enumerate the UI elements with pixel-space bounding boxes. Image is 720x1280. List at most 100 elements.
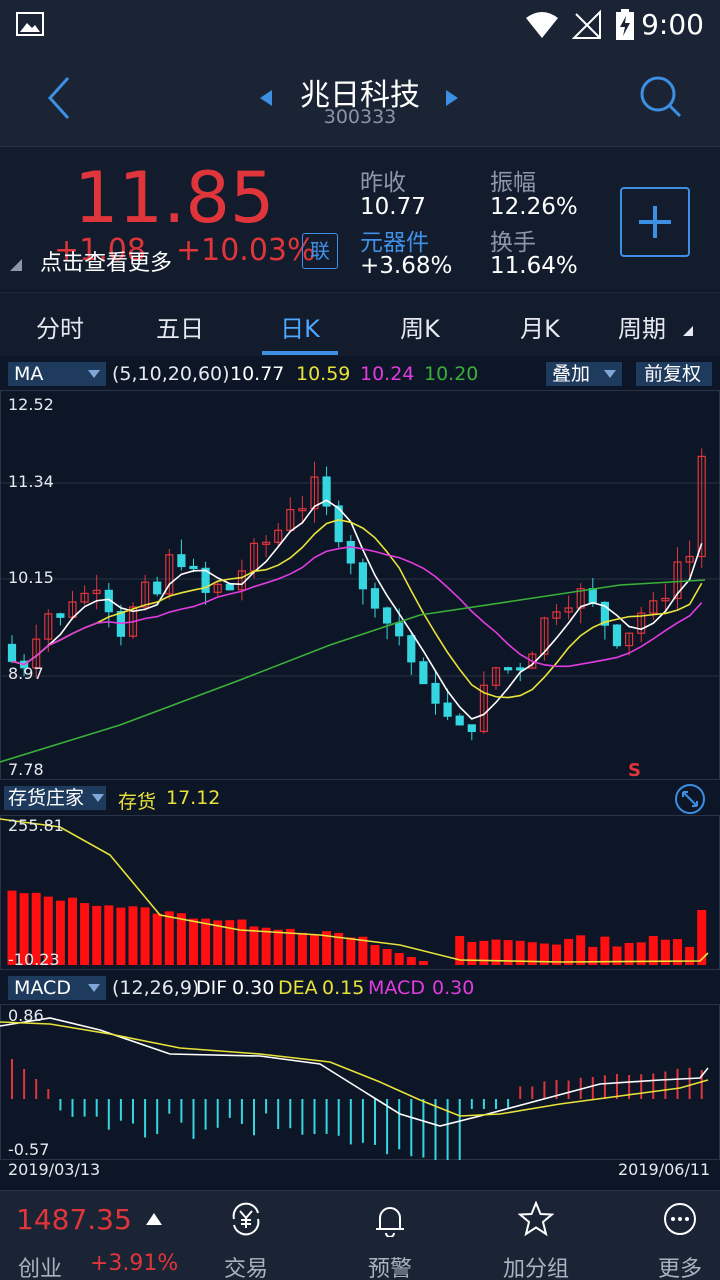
prev-close-label: 昨收 xyxy=(360,170,406,196)
inventory-bar xyxy=(128,906,138,965)
view-more-tip[interactable]: 点击查看更多 xyxy=(40,251,173,276)
next-stock-icon[interactable] xyxy=(444,88,460,108)
candle-body xyxy=(7,643,17,662)
inventory-bar xyxy=(7,890,17,965)
candle-body xyxy=(637,612,646,634)
inventory-bar xyxy=(552,944,561,965)
inventory-bar xyxy=(92,905,102,965)
macd-selector[interactable]: MACD xyxy=(8,976,106,1000)
inventory-bar xyxy=(334,932,344,965)
index-value[interactable]: 1487.35 xyxy=(16,1203,132,1236)
candle-body xyxy=(92,589,101,595)
macd-chart[interactable] xyxy=(0,1004,720,1160)
period-tabs: 分时 五日 日K 周K 月K 周期 xyxy=(0,292,720,356)
quote-panel[interactable]: 11.85 +1.08 +10.03% 点击查看更多 联 昨收 10.77 元器… xyxy=(0,146,720,290)
active-tab-indicator xyxy=(262,351,338,355)
inventory-axis-top: 255.81 xyxy=(8,816,64,835)
candle-body xyxy=(298,508,307,512)
alert-button[interactable]: 预警 xyxy=(340,1191,440,1280)
dea-label: DEA xyxy=(278,977,318,999)
fullscreen-icon[interactable] xyxy=(674,783,706,815)
inventory-bar xyxy=(285,928,295,965)
candle-body xyxy=(407,635,416,663)
candle-body xyxy=(189,565,198,570)
price-change-pct: +10.03% xyxy=(176,233,316,268)
tab-five-day[interactable]: 五日 xyxy=(156,315,204,343)
inventory-bar xyxy=(310,934,319,965)
candle-body xyxy=(516,667,525,671)
candle-body xyxy=(274,529,283,543)
inventory-bar xyxy=(503,940,513,965)
inventory-bar xyxy=(612,946,622,965)
clock: 9:00 xyxy=(641,8,704,41)
search-icon[interactable] xyxy=(638,74,682,120)
inventory-bar xyxy=(539,943,549,965)
candle-body xyxy=(153,581,162,595)
candle-body xyxy=(685,555,694,563)
ma-selector[interactable]: MA xyxy=(8,362,106,386)
add-group-button[interactable]: 加分组 xyxy=(486,1191,586,1280)
inventory-chart[interactable] xyxy=(0,815,720,970)
candle-body xyxy=(201,567,210,593)
kline-axis-l2: 11.34 xyxy=(8,472,54,491)
kline-chart[interactable] xyxy=(0,390,720,780)
sell-marker: S xyxy=(628,760,641,781)
back-icon[interactable] xyxy=(44,76,74,120)
bottom-nav: 1487.35 创业 +3.91% 交易 预警 加分组 更多 xyxy=(0,1190,720,1280)
chevron-down-icon xyxy=(88,984,100,992)
tab-monthly-k[interactable]: 月K xyxy=(520,315,560,343)
ma20-value: 10.24 xyxy=(360,363,415,385)
inventory-bar xyxy=(418,961,428,965)
inventory-bar xyxy=(527,942,537,965)
tab-period[interactable]: 周期 xyxy=(618,315,666,343)
candle-body xyxy=(540,617,549,655)
inventory-bar xyxy=(176,913,186,965)
inventory-bar xyxy=(249,926,259,965)
wifi-icon xyxy=(526,12,558,38)
add-watchlist-button[interactable] xyxy=(620,187,690,257)
dif-label: DIF xyxy=(196,977,228,999)
index-up-icon xyxy=(146,1213,162,1225)
inventory-bar xyxy=(273,929,283,965)
inventory-bar xyxy=(346,937,356,965)
ma20-line xyxy=(11,545,703,668)
candle-body xyxy=(564,607,573,613)
inventory-bar xyxy=(31,892,41,965)
overlay-selector[interactable]: 叠加 xyxy=(546,362,622,386)
inventory-bar xyxy=(370,945,380,965)
date-end: 2019/06/11 xyxy=(618,1160,711,1179)
inventory-selector[interactable]: 存货庄家 xyxy=(4,786,106,810)
tab-daily-k[interactable]: 日K xyxy=(280,315,320,343)
inventory-bar xyxy=(297,932,307,965)
candle-body xyxy=(504,667,513,671)
inventory-bar xyxy=(394,953,404,965)
trade-button[interactable]: 交易 xyxy=(196,1191,296,1280)
restore-right-button[interactable]: 前复权 xyxy=(636,362,712,386)
inventory-bar xyxy=(140,907,150,965)
tab-weekly-k[interactable]: 周K xyxy=(400,315,440,343)
kline-axis-bottom: 7.78 xyxy=(8,760,44,779)
candle-body xyxy=(455,715,464,726)
inventory-bar xyxy=(491,939,501,965)
candle-body xyxy=(443,702,452,717)
ma-params: (5,10,20,60) xyxy=(112,363,230,385)
candle-body xyxy=(673,561,682,600)
inventory-bar xyxy=(515,940,525,965)
candle-body xyxy=(491,667,501,686)
prev-stock-icon[interactable] xyxy=(258,88,274,108)
status-bar: 9:00 xyxy=(0,0,720,50)
turnover-value: 11.64% xyxy=(490,253,578,279)
inventory-bar xyxy=(201,918,211,965)
sector-label[interactable]: 元器件 xyxy=(360,230,429,256)
candle-body xyxy=(213,583,222,593)
linkage-button[interactable]: 联 xyxy=(302,233,338,269)
more-button[interactable]: 更多 xyxy=(628,1191,720,1280)
add-group-label: 加分组 xyxy=(502,1257,569,1280)
inventory-bar xyxy=(564,938,574,965)
candle-body xyxy=(334,505,343,543)
candle-body xyxy=(80,592,89,603)
no-signal-icon xyxy=(572,10,601,39)
ma-bar: MA (5,10,20,60) 10.77 10.59 10.24 10.20 … xyxy=(0,359,720,389)
tab-intraday[interactable]: 分时 xyxy=(36,315,84,343)
period-dropdown-icon xyxy=(683,326,693,336)
